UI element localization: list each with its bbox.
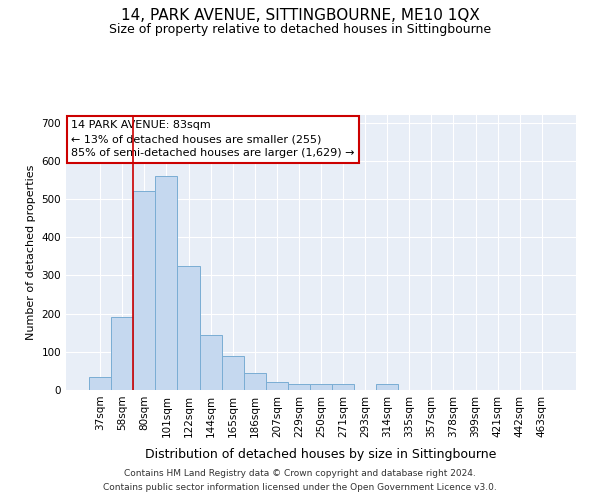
Text: Contains HM Land Registry data © Crown copyright and database right 2024.: Contains HM Land Registry data © Crown c… <box>124 468 476 477</box>
Bar <box>221 356 244 390</box>
Text: 14 PARK AVENUE: 83sqm
← 13% of detached houses are smaller (255)
85% of semi-det: 14 PARK AVENUE: 83sqm ← 13% of detached … <box>71 120 355 158</box>
Bar <box>111 316 133 390</box>
Bar <box>200 334 221 390</box>
Bar <box>244 373 266 390</box>
Bar <box>266 382 288 390</box>
Text: 14, PARK AVENUE, SITTINGBOURNE, ME10 1QX: 14, PARK AVENUE, SITTINGBOURNE, ME10 1QX <box>121 8 479 22</box>
Bar <box>178 266 200 390</box>
X-axis label: Distribution of detached houses by size in Sittingbourne: Distribution of detached houses by size … <box>145 448 497 461</box>
Bar <box>310 384 332 390</box>
Text: Contains public sector information licensed under the Open Government Licence v3: Contains public sector information licen… <box>103 484 497 492</box>
Text: Size of property relative to detached houses in Sittingbourne: Size of property relative to detached ho… <box>109 22 491 36</box>
Bar <box>288 384 310 390</box>
Bar <box>332 384 354 390</box>
Bar <box>155 176 178 390</box>
Bar <box>89 376 111 390</box>
Y-axis label: Number of detached properties: Number of detached properties <box>26 165 36 340</box>
Bar <box>133 192 155 390</box>
Bar <box>376 384 398 390</box>
